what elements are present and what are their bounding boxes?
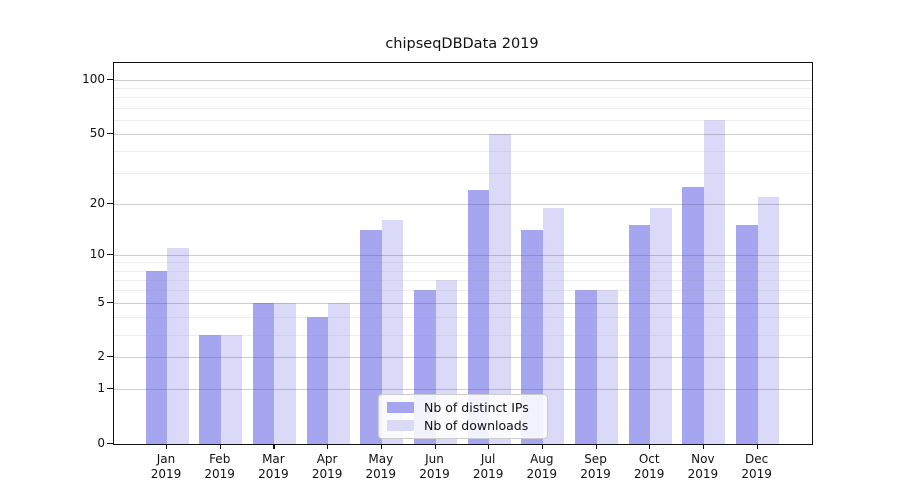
bar-nov-downloads bbox=[703, 119, 726, 444]
gridline bbox=[114, 151, 812, 152]
x-tick-mark bbox=[327, 444, 329, 449]
gridline bbox=[114, 279, 812, 281]
y-tick-label-10: 10 bbox=[89, 246, 105, 261]
y-tick-label-20: 20 bbox=[89, 195, 105, 210]
x-tick-label-feb: Feb 2019 bbox=[204, 452, 235, 481]
bar-feb-distinct-ips bbox=[199, 334, 221, 444]
y-tick-mark bbox=[107, 78, 113, 80]
y-tick-mark bbox=[107, 202, 113, 204]
bar-nov-distinct-ips bbox=[682, 186, 704, 444]
legend-swatch-downloads bbox=[387, 420, 414, 431]
y-tick-mark bbox=[107, 388, 113, 390]
y-tick-label-0: 0 bbox=[97, 436, 105, 450]
legend-row: Nb of distinct IPs bbox=[387, 400, 539, 415]
gridline bbox=[114, 119, 812, 121]
bar-dec-distinct-ips bbox=[736, 225, 758, 444]
x-tick-label-jan: Jan 2019 bbox=[150, 452, 182, 481]
x-tick-label-sep: Sep 2019 bbox=[580, 452, 611, 481]
gridline bbox=[114, 317, 812, 318]
gridline bbox=[114, 254, 812, 256]
legend: Nb of distinct IPs Nb of downloads bbox=[378, 394, 548, 439]
x-tick-label-nov: Nov 2019 bbox=[687, 452, 719, 481]
y-tick-label-100: 100 bbox=[82, 71, 105, 86]
x-tick-mark bbox=[541, 444, 543, 449]
y-tick-mark bbox=[107, 301, 113, 303]
gridline bbox=[114, 88, 812, 90]
bar-oct-downloads bbox=[650, 207, 672, 444]
legend-label-downloads: Nb of downloads bbox=[424, 418, 529, 433]
y-tick-mark bbox=[107, 356, 113, 358]
legend-row: Nb of downloads bbox=[387, 418, 539, 433]
x-tick-mark bbox=[434, 444, 436, 449]
x-tick-mark bbox=[273, 444, 275, 449]
y-tick-label-5: 5 bbox=[97, 294, 105, 309]
x-tick-mark bbox=[166, 444, 168, 449]
gridline bbox=[114, 302, 812, 304]
bar-apr-downloads bbox=[328, 302, 350, 444]
x-tick-mark bbox=[219, 444, 221, 449]
x-tick-label-mar: Mar 2019 bbox=[258, 452, 289, 481]
bar-sep-distinct-ips bbox=[575, 290, 597, 444]
gridline bbox=[114, 203, 812, 205]
y-tick-mark bbox=[107, 253, 113, 255]
y-tick-label-50: 50 bbox=[89, 125, 105, 140]
legend-label-distinct-ips: Nb of distinct IPs bbox=[424, 400, 529, 415]
x-tick-label-jun: Jun 2019 bbox=[419, 452, 450, 481]
bar-aug-downloads bbox=[542, 207, 565, 444]
bar-jul-downloads bbox=[489, 133, 511, 444]
bar-may-distinct-ips bbox=[360, 230, 382, 444]
x-tick-label-aug: Aug 2019 bbox=[526, 452, 558, 481]
gridline bbox=[114, 270, 812, 272]
x-tick-label-may: May 2019 bbox=[365, 452, 397, 481]
x-tick-mark bbox=[488, 444, 490, 449]
bar-aug-distinct-ips bbox=[521, 230, 543, 444]
x-tick-mark bbox=[702, 444, 705, 449]
gridline bbox=[114, 290, 812, 292]
legend-swatch-distinct-ips bbox=[387, 402, 414, 413]
gridline bbox=[114, 357, 812, 359]
y-tick-label-2: 2 bbox=[97, 349, 105, 364]
bar-dec-downloads bbox=[757, 196, 780, 444]
bar-mar-downloads bbox=[274, 302, 296, 444]
bar-apr-distinct-ips bbox=[306, 317, 329, 444]
bar-mar-distinct-ips bbox=[252, 302, 275, 444]
bar-feb-downloads bbox=[220, 334, 243, 444]
chart-title: chipseqDBData 2019 bbox=[385, 36, 539, 52]
x-tick-mark bbox=[649, 444, 651, 449]
plot-area: Nb of distinct IPs Nb of downloads bbox=[113, 62, 813, 445]
gridline bbox=[114, 334, 812, 336]
x-tick-label-dec: Dec 2019 bbox=[741, 452, 772, 481]
gridline bbox=[114, 173, 812, 174]
gridline bbox=[114, 97, 812, 99]
bar-jan-downloads bbox=[167, 247, 189, 444]
gridline bbox=[114, 389, 812, 391]
bar-oct-distinct-ips bbox=[628, 225, 651, 444]
gridline bbox=[114, 262, 812, 264]
x-tick-label-oct: Oct 2019 bbox=[633, 452, 665, 481]
gridline bbox=[114, 133, 812, 135]
gridline bbox=[114, 79, 812, 81]
x-tick-label-jul: Jul 2019 bbox=[472, 452, 504, 481]
y-tick-mark bbox=[107, 132, 113, 134]
bar-sep-downloads bbox=[596, 290, 618, 444]
bar-jan-distinct-ips bbox=[145, 270, 167, 444]
x-tick-mark bbox=[380, 444, 382, 449]
bar-may-downloads bbox=[381, 220, 404, 444]
y-tick-mark bbox=[107, 443, 113, 445]
bar-jul-distinct-ips bbox=[467, 190, 490, 444]
x-tick-mark bbox=[595, 444, 597, 449]
x-tick-label-apr: Apr 2019 bbox=[311, 452, 343, 481]
x-tick-mark bbox=[756, 444, 758, 449]
gridline bbox=[114, 107, 812, 109]
y-tick-label-1: 1 bbox=[97, 381, 105, 396]
